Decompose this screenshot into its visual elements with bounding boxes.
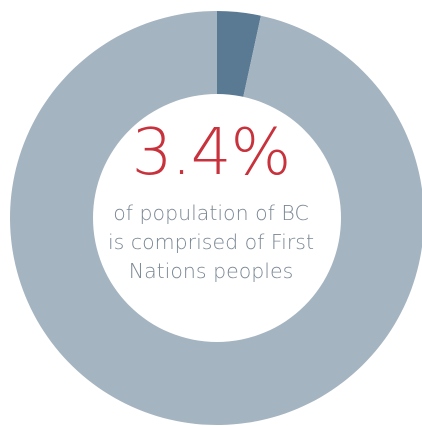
caption-line-2: is comprised of First bbox=[107, 230, 315, 254]
caption-text: of population of BC is comprised of Firs… bbox=[91, 199, 331, 286]
headline-percentage: 3.4% bbox=[131, 116, 292, 190]
caption-line-1: of population of BC bbox=[113, 201, 309, 225]
caption-line-3: Nations peoples bbox=[128, 259, 294, 283]
donut-hole bbox=[93, 94, 341, 342]
